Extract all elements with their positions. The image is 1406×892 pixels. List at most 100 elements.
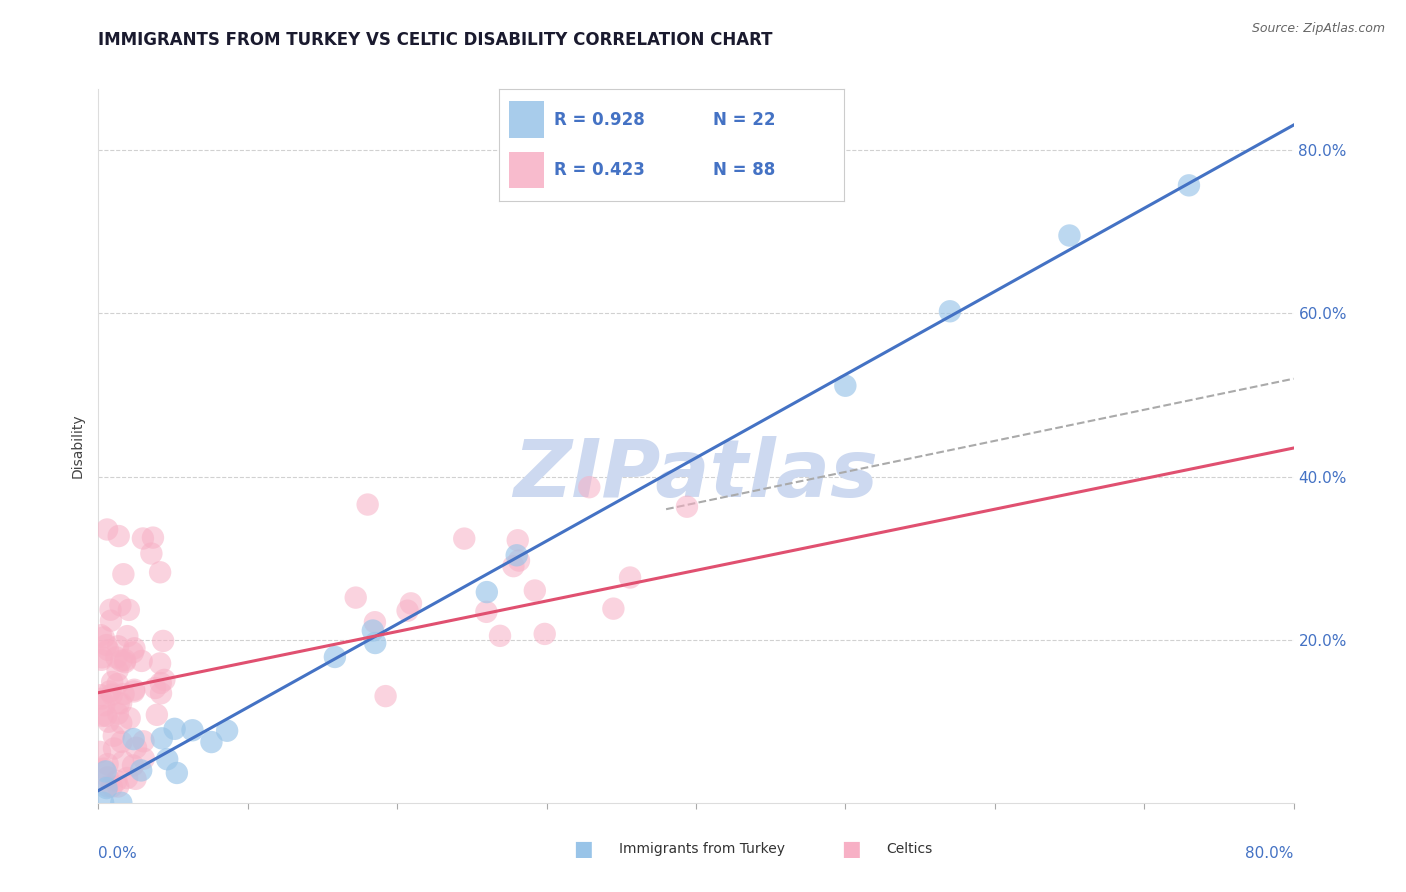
Text: 0.0%: 0.0% — [98, 846, 138, 861]
Point — [112, 567, 135, 582]
Text: IMMIGRANTS FROM TURKEY VS CELTIC DISABILITY CORRELATION CHART: IMMIGRANTS FROM TURKEY VS CELTIC DISABIL… — [98, 31, 773, 49]
Point — [374, 689, 396, 703]
Point — [103, 729, 125, 743]
Point — [506, 533, 529, 548]
Point — [93, 631, 115, 645]
Point — [96, 638, 118, 652]
Point — [475, 605, 498, 619]
Point — [107, 664, 129, 678]
Point — [118, 603, 141, 617]
Point — [361, 624, 384, 638]
Text: ZIPatlas: ZIPatlas — [513, 435, 879, 514]
Point — [122, 732, 145, 747]
Point — [149, 566, 172, 580]
Point — [578, 480, 600, 494]
Y-axis label: Disability: Disability — [70, 414, 84, 478]
Point — [163, 722, 186, 736]
Text: R = 0.928: R = 0.928 — [554, 111, 645, 128]
Point — [124, 772, 146, 786]
Point — [125, 740, 148, 755]
Point — [112, 755, 135, 769]
Point — [506, 549, 529, 563]
Point — [146, 707, 169, 722]
Point — [103, 741, 125, 756]
Point — [141, 547, 163, 561]
Text: Immigrants from Turkey: Immigrants from Turkey — [619, 842, 785, 856]
Point — [153, 673, 176, 687]
Point — [91, 709, 114, 723]
Point — [124, 641, 146, 656]
Point — [939, 304, 962, 318]
Point — [489, 629, 512, 643]
Point — [131, 654, 153, 668]
Point — [89, 688, 111, 702]
Point — [110, 599, 132, 613]
Point — [101, 675, 124, 690]
Point — [107, 780, 129, 794]
Point — [110, 697, 132, 711]
Point — [96, 708, 118, 723]
Point — [502, 559, 524, 574]
Point — [475, 585, 498, 599]
Point — [101, 688, 124, 702]
Point — [114, 655, 136, 669]
Point — [90, 691, 112, 706]
Point — [90, 628, 112, 642]
Point — [364, 636, 387, 650]
Point — [110, 654, 132, 668]
Point — [356, 498, 378, 512]
Point — [453, 532, 475, 546]
Point — [132, 751, 155, 765]
Point — [97, 780, 120, 794]
Point — [166, 766, 188, 780]
Point — [94, 764, 117, 779]
Point — [100, 614, 122, 628]
Point — [834, 378, 856, 392]
Point — [122, 684, 145, 698]
Point — [132, 734, 155, 748]
Point — [152, 634, 174, 648]
Point — [399, 596, 422, 610]
Point — [96, 523, 118, 537]
Text: N = 22: N = 22 — [713, 111, 775, 128]
Point — [110, 715, 132, 730]
Point — [132, 532, 155, 546]
Point — [105, 773, 128, 788]
Point — [1059, 228, 1081, 243]
Point — [97, 714, 120, 729]
Text: ■: ■ — [574, 839, 593, 859]
Point — [1178, 178, 1201, 193]
Point — [523, 583, 546, 598]
Text: ■: ■ — [841, 839, 860, 859]
Point — [98, 684, 121, 698]
Bar — [509, 152, 544, 188]
Point — [107, 640, 129, 654]
Point — [91, 650, 114, 665]
Point — [89, 745, 111, 759]
Point — [90, 653, 112, 667]
Point — [118, 711, 141, 725]
Point — [143, 681, 166, 695]
Point — [110, 796, 132, 810]
Point — [149, 657, 172, 671]
Point — [97, 757, 120, 772]
Point — [156, 752, 179, 766]
Point — [533, 627, 555, 641]
Point — [149, 676, 172, 690]
Point — [107, 697, 129, 711]
Point — [97, 771, 120, 785]
Point — [150, 731, 173, 746]
Point — [93, 762, 115, 776]
Point — [105, 650, 128, 665]
Point — [150, 686, 173, 700]
Point — [91, 796, 114, 810]
Point — [200, 735, 222, 749]
Point — [93, 698, 115, 713]
Point — [97, 643, 120, 657]
Point — [122, 758, 145, 772]
Point — [508, 553, 530, 567]
Point — [124, 682, 146, 697]
Point — [107, 677, 129, 691]
Point — [129, 764, 152, 778]
Point — [602, 601, 624, 615]
